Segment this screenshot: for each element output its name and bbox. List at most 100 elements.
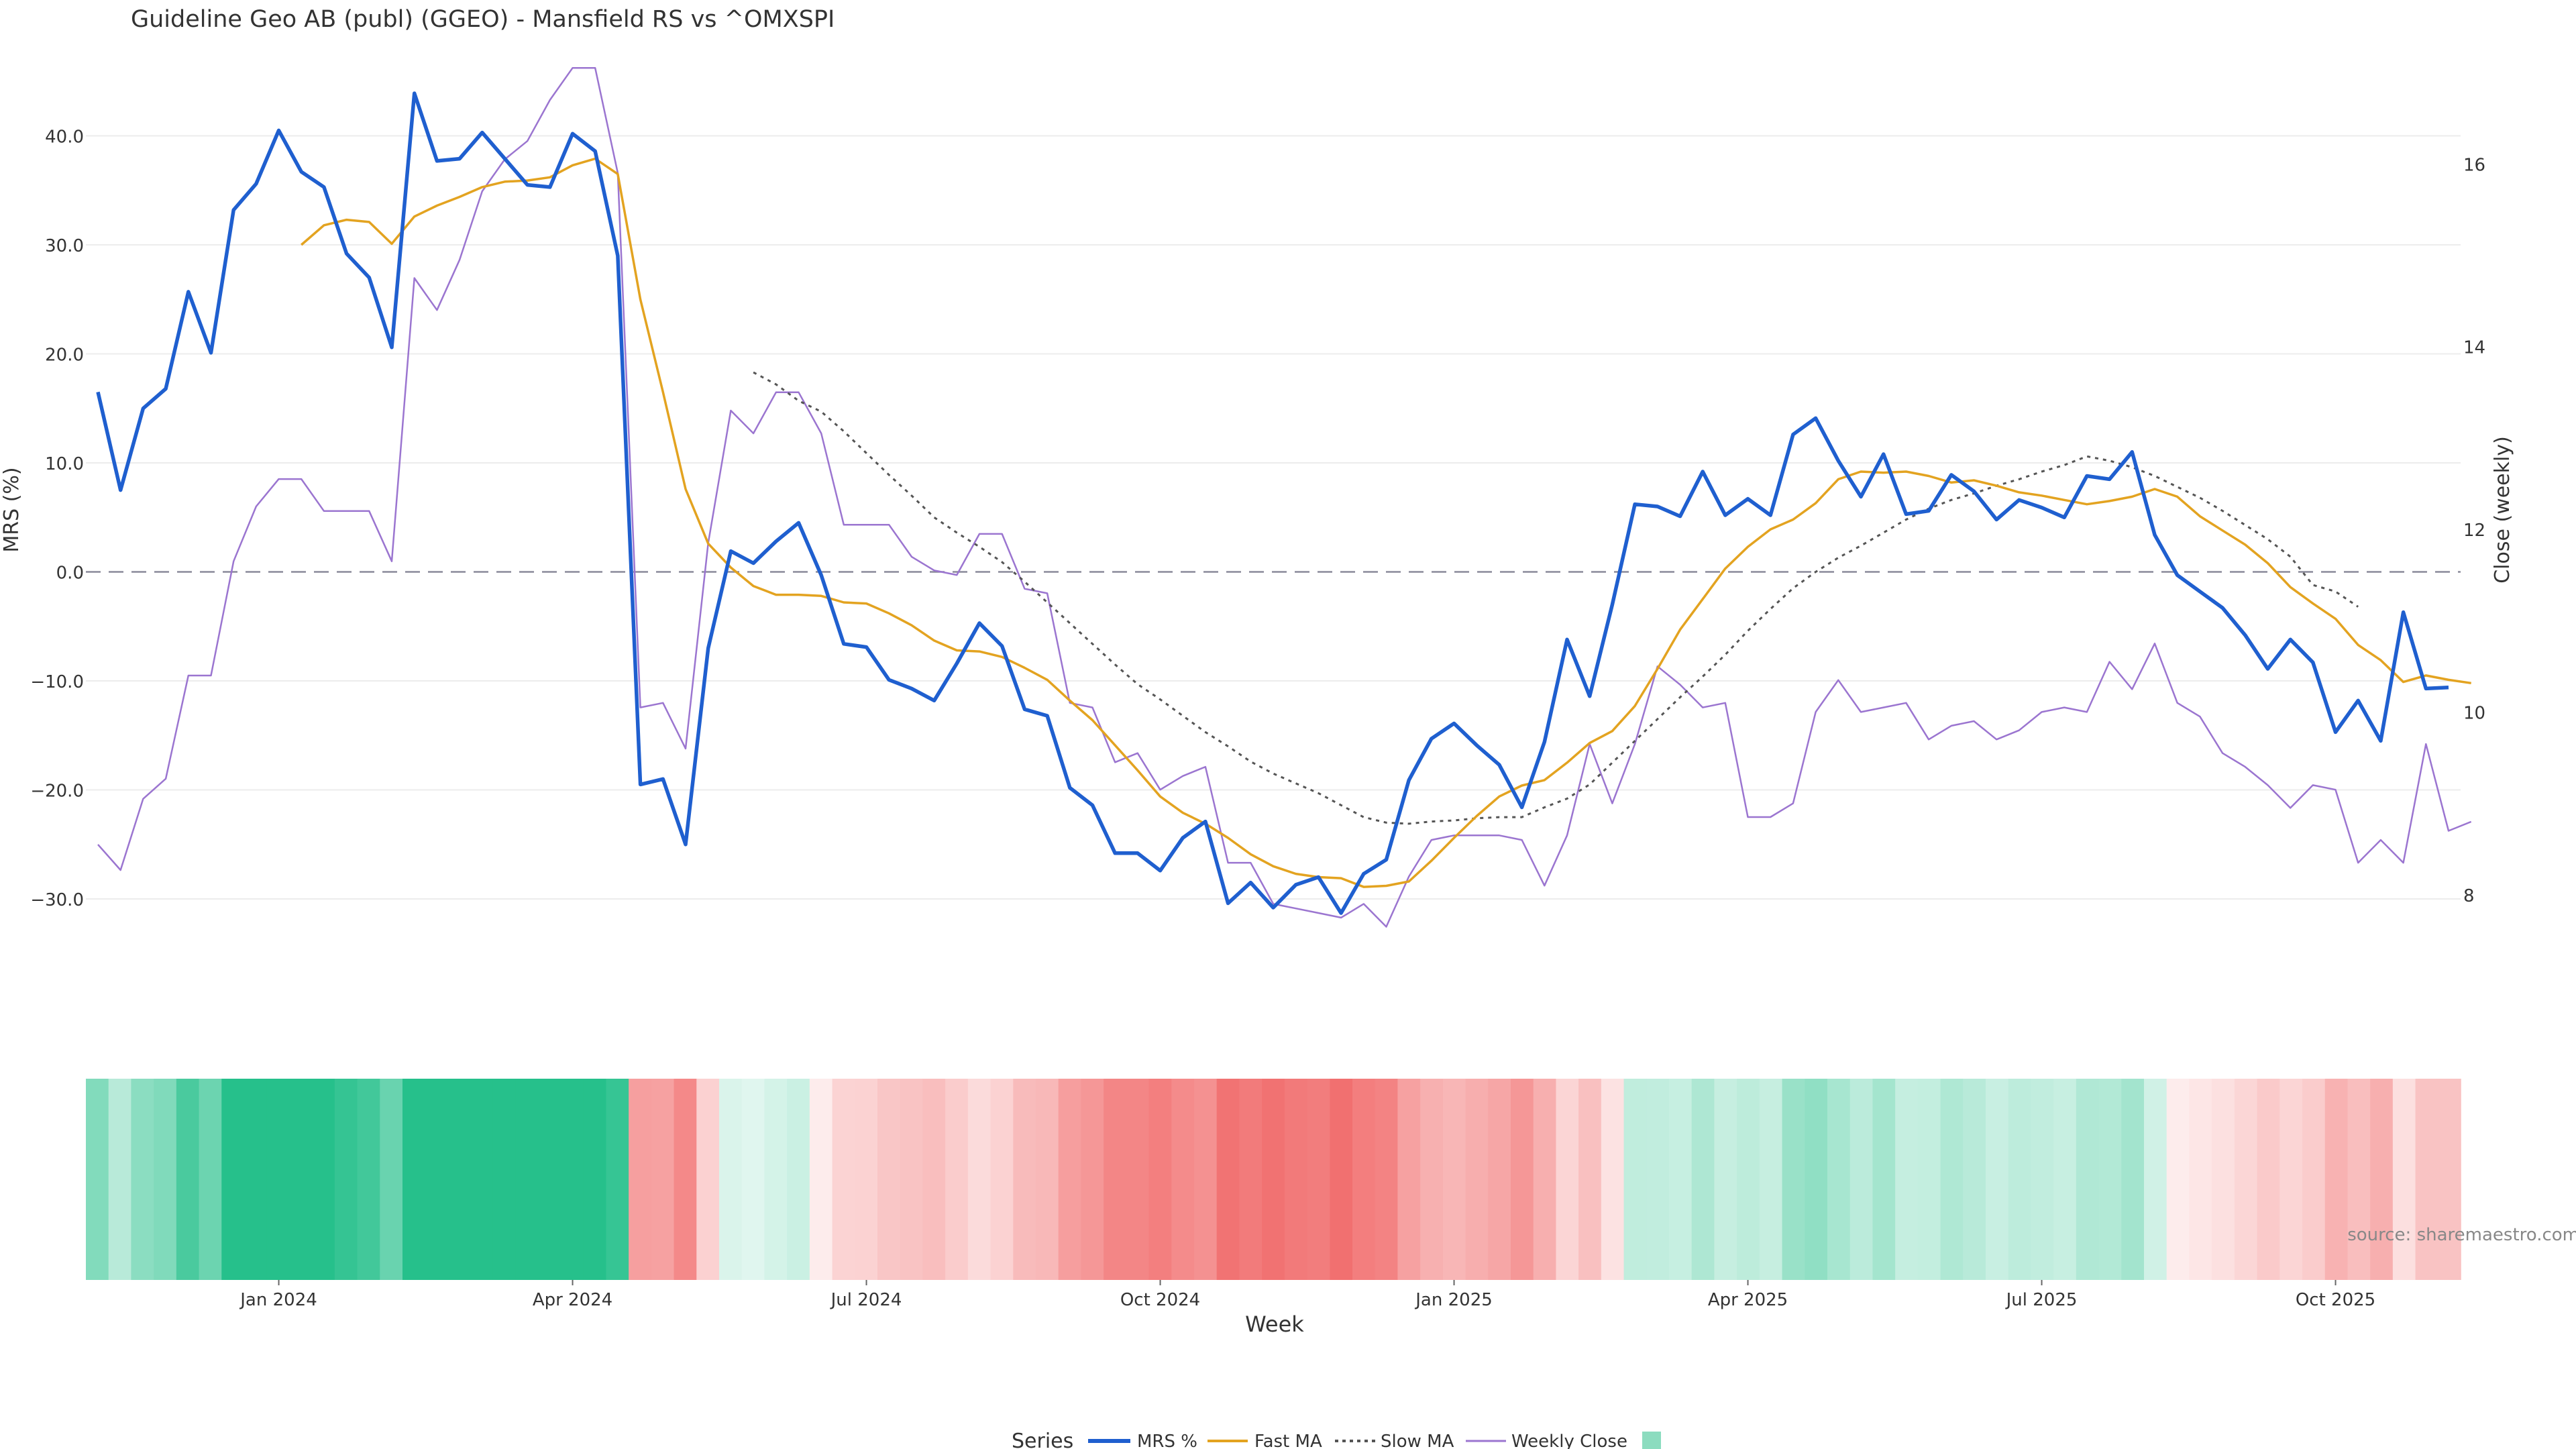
x-tick-label: Apr 2025 [1708, 1290, 1788, 1310]
heatmap-cell [266, 1079, 290, 1280]
y-axis-right-ticks: 16 14 12 10 8 [2463, 155, 2485, 906]
x-tick-label: Jan 2025 [1414, 1290, 1493, 1310]
heatmap-cell [1556, 1079, 1579, 1280]
y-left-tick-label: 0.0 [56, 564, 84, 584]
heatmap-cell [561, 1079, 584, 1280]
heatmap-cell [2144, 1079, 2167, 1280]
legend-item-fast-ma[interactable]: Fast MA [1208, 1432, 1322, 1449]
legend-label-slow-ma: Slow MA [1381, 1432, 1454, 1449]
y-left-tick-label: 20.0 [45, 345, 84, 366]
heatmap-cell [629, 1079, 652, 1280]
heatmap-cell [674, 1079, 698, 1280]
heatmap-cell [1239, 1079, 1263, 1280]
heatmap-cell [787, 1079, 810, 1280]
heatmap-cell [1895, 1079, 1919, 1280]
heatmap-cell [741, 1079, 765, 1280]
heatmap-cell [244, 1079, 268, 1280]
heatmap-cell [1759, 1079, 1783, 1280]
y-right-tick-label: 16 [2463, 155, 2485, 175]
y-left-tick-label: −30.0 [30, 890, 84, 910]
x-axis-ticks: Jan 2024 Apr 2024 Jul 2024 Oct 2024 Jan 2025… [239, 1280, 2375, 1310]
heatmap-cell [1330, 1079, 1353, 1280]
heatmap-cell [334, 1079, 358, 1280]
heatmap-cell [2098, 1079, 2123, 1280]
y-left-tick-label: −20.0 [30, 782, 84, 802]
heatmap-cell [606, 1079, 629, 1280]
y-left-tick-label: 40.0 [45, 127, 84, 148]
heatmap-cell [922, 1079, 946, 1280]
heatmap-cell [2121, 1079, 2145, 1280]
heatmap-cell [1782, 1079, 1806, 1280]
y-right-tick-label: 8 [2463, 886, 2475, 906]
heatmap-cell [492, 1079, 517, 1280]
heatmap-cell [1533, 1079, 1557, 1280]
heatmap-cell [945, 1079, 969, 1280]
heatmap-cell [1194, 1079, 1218, 1280]
heatmap-cell [696, 1079, 720, 1280]
heatmap-cell [1036, 1079, 1059, 1280]
heatmap-cell [380, 1079, 403, 1280]
heatmap-cell [1216, 1079, 1240, 1280]
chart-title: Guideline Geo AB (publ) (GGEO) - Mansfie… [131, 6, 835, 33]
heatmap-cell [1940, 1079, 1964, 1280]
legend-label-weekly-close: Weekly Close [1511, 1432, 1627, 1449]
heatmap-cell [2347, 1079, 2371, 1280]
heatmap-cell [2438, 1079, 2461, 1280]
heatmap-cell [1623, 1079, 1648, 1280]
heatmap-cell [764, 1079, 788, 1280]
gridlines [86, 135, 2461, 900]
heatmap-cell [515, 1079, 539, 1280]
heatmap-cell [1397, 1079, 1421, 1280]
heatmap-cell [425, 1079, 449, 1280]
heatmap-cell [2031, 1079, 2054, 1280]
legend-item-weekly-close[interactable]: Weekly Close [1466, 1432, 1627, 1449]
heatmap-cell [1262, 1079, 1285, 1280]
x-tick-label: Jan 2024 [239, 1290, 317, 1310]
legend-item-mrs[interactable]: MRS % [1088, 1432, 1197, 1449]
heatmap-cell [583, 1079, 607, 1280]
heatmap-cell [1601, 1079, 1625, 1280]
heatmap-cell [1171, 1079, 1195, 1280]
x-tick-label: Oct 2024 [1120, 1290, 1200, 1310]
legend-swatch-heatmap[interactable] [1642, 1432, 1661, 1449]
heatmap-cell [1737, 1079, 1760, 1280]
heatmap-cell [2392, 1079, 2416, 1280]
heatmap-cell [1872, 1079, 1896, 1280]
heatmap-cell [357, 1079, 381, 1280]
y-axis-left-label: MRS (%) [0, 467, 23, 552]
heatmap-cell [900, 1079, 924, 1280]
source-credit: source: sharemaestro.com [2347, 1225, 2576, 1245]
series-line-mrs [96, 91, 2449, 915]
legend-title: Series [1012, 1430, 1073, 1449]
heatmap-cell [1375, 1079, 1399, 1280]
heatmap-cell [1646, 1079, 1670, 1280]
heatmap-cell [2212, 1079, 2235, 1280]
y-right-tick-label: 12 [2463, 521, 2485, 541]
legend-item-slow-ma[interactable]: Slow MA [1335, 1432, 1454, 1449]
heatmap-cell [1013, 1079, 1036, 1280]
heatmap-cell [176, 1079, 200, 1280]
heatmap-cell [1307, 1079, 1331, 1280]
heatmap-cell [1058, 1079, 1082, 1280]
heatmap-cell [2415, 1079, 2439, 1280]
y-left-tick-label: −10.0 [30, 672, 84, 692]
heatmap-cell [221, 1079, 245, 1280]
x-tick-label: Jul 2025 [2005, 1290, 2078, 1310]
heatmap-cell [1714, 1079, 1737, 1280]
heatmap-cell [1578, 1079, 1602, 1280]
y-axis-left-ticks: 40.0 30.0 20.0 10.0 0.0 −10.0 −20.0 −30.0 [30, 127, 84, 911]
x-tick-label: Apr 2024 [533, 1290, 612, 1310]
heatmap-cell [2370, 1079, 2394, 1280]
heatmap-cell [1691, 1079, 1715, 1280]
heatmap-cell [289, 1079, 313, 1280]
heatmap-cell [2053, 1079, 2077, 1280]
heatmap-cell [447, 1079, 471, 1280]
heatmap-cell [1511, 1079, 1534, 1280]
heatmap-cell [402, 1079, 426, 1280]
heatmap-cell [2189, 1079, 2212, 1280]
heatmap-cell [86, 1079, 109, 1280]
heatmap-cell [2166, 1079, 2190, 1280]
heatmap-cell [855, 1079, 878, 1280]
series-lines [96, 67, 2472, 928]
